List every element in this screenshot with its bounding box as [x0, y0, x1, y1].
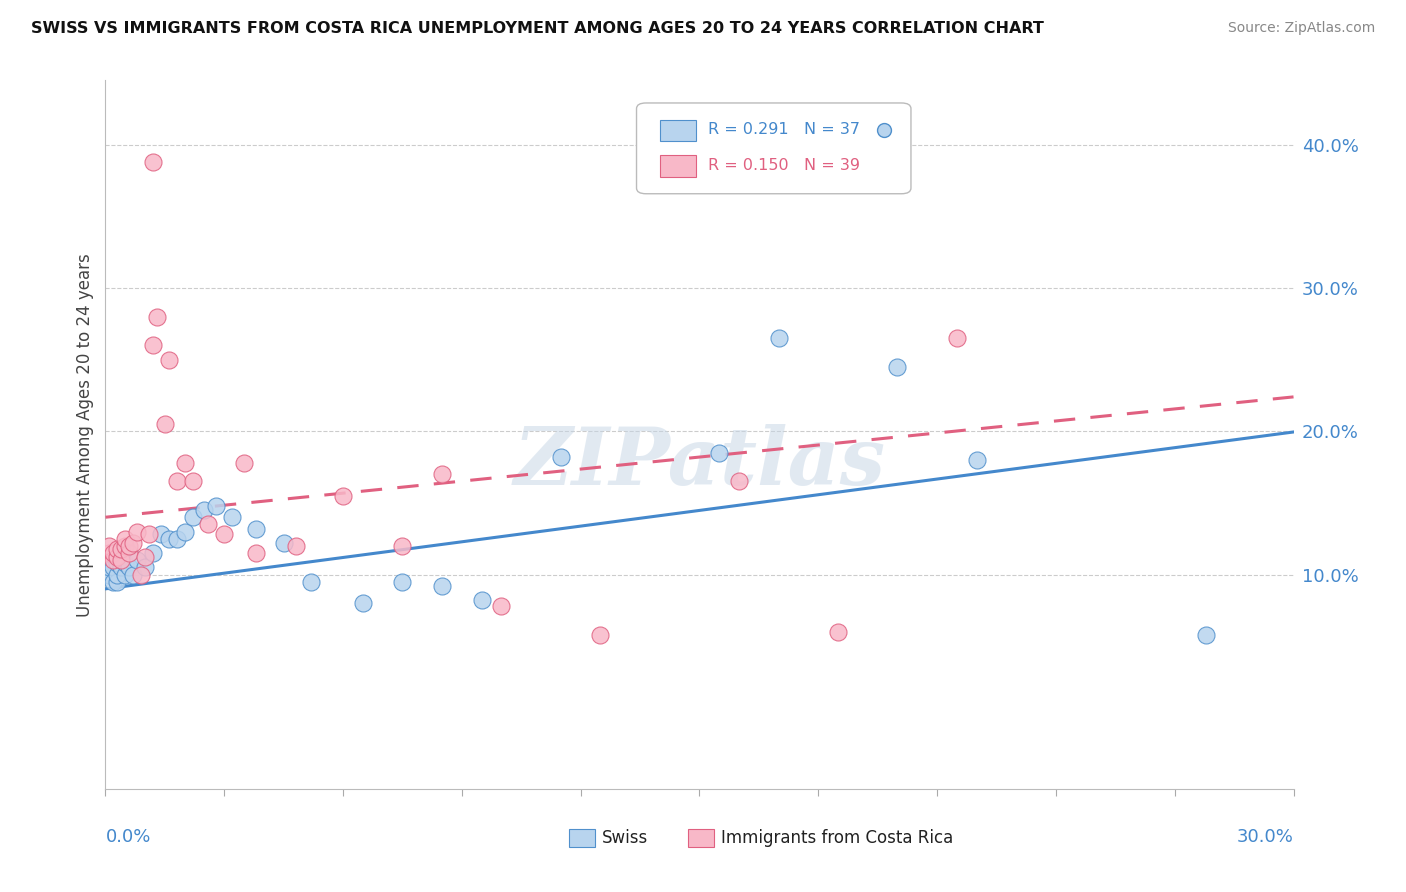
Text: R = 0.291   N = 37: R = 0.291 N = 37: [707, 122, 860, 137]
Point: [966, 453, 988, 467]
Point: [105, 556, 128, 570]
Point: [118, 546, 141, 560]
Point: [391, 574, 413, 589]
Point: [114, 556, 136, 570]
Point: [103, 553, 125, 567]
Point: [127, 524, 149, 539]
Text: 30.0%: 30.0%: [1237, 829, 1294, 847]
Y-axis label: Unemployment Among Ages 20 to 24 years: Unemployment Among Ages 20 to 24 years: [76, 253, 94, 616]
Point: [146, 310, 169, 324]
Point: [98, 546, 121, 560]
Point: [728, 475, 751, 489]
Point: [114, 532, 136, 546]
Point: [245, 546, 267, 560]
Text: 0.0%: 0.0%: [105, 829, 150, 847]
Point: [149, 527, 172, 541]
Point: [98, 539, 121, 553]
Point: [550, 450, 572, 464]
Point: [157, 352, 180, 367]
Point: [273, 536, 295, 550]
Text: R = 0.150   N = 39: R = 0.150 N = 39: [707, 158, 860, 173]
Point: [98, 567, 121, 582]
Point: [491, 599, 513, 613]
Point: [157, 532, 180, 546]
FancyBboxPatch shape: [569, 830, 595, 847]
Point: [142, 546, 165, 560]
Point: [221, 510, 243, 524]
Point: [134, 560, 156, 574]
Point: [946, 331, 969, 345]
Point: [589, 628, 612, 642]
Point: [205, 499, 228, 513]
Point: [105, 567, 128, 582]
Point: [245, 522, 267, 536]
Text: ZIPatlas: ZIPatlas: [513, 425, 886, 502]
Point: [129, 567, 152, 582]
Point: [1195, 628, 1218, 642]
FancyBboxPatch shape: [661, 155, 696, 177]
Text: Source: ZipAtlas.com: Source: ZipAtlas.com: [1227, 21, 1375, 36]
Point: [352, 596, 374, 610]
Point: [118, 560, 141, 574]
FancyBboxPatch shape: [637, 103, 911, 194]
Point: [471, 593, 494, 607]
FancyBboxPatch shape: [688, 830, 714, 847]
Point: [181, 510, 204, 524]
Point: [827, 624, 849, 639]
FancyBboxPatch shape: [661, 120, 696, 141]
Point: [197, 517, 219, 532]
Point: [142, 338, 165, 352]
Point: [105, 574, 128, 589]
Point: [105, 541, 128, 556]
Text: Immigrants from Costa Rica: Immigrants from Costa Rica: [721, 829, 953, 847]
Point: [110, 560, 132, 574]
Point: [430, 579, 453, 593]
Point: [430, 467, 453, 482]
Point: [103, 546, 125, 560]
Point: [173, 524, 195, 539]
Point: [110, 553, 132, 567]
Point: [173, 456, 195, 470]
Point: [181, 475, 204, 489]
Point: [886, 359, 908, 374]
Point: [134, 550, 156, 565]
Point: [114, 567, 136, 582]
Point: [166, 475, 188, 489]
Point: [284, 539, 307, 553]
Point: [138, 527, 160, 541]
Point: [142, 155, 165, 169]
Point: [681, 155, 703, 169]
Point: [122, 567, 145, 582]
Point: [153, 417, 176, 431]
Point: [103, 574, 125, 589]
Point: [110, 550, 132, 565]
Point: [233, 456, 256, 470]
Text: SWISS VS IMMIGRANTS FROM COSTA RICA UNEMPLOYMENT AMONG AGES 20 TO 24 YEARS CORRE: SWISS VS IMMIGRANTS FROM COSTA RICA UNEM…: [31, 21, 1043, 37]
Point: [118, 539, 141, 553]
Point: [299, 574, 322, 589]
Point: [166, 532, 188, 546]
Point: [127, 553, 149, 567]
Text: Swiss: Swiss: [602, 829, 648, 847]
Point: [110, 541, 132, 556]
Point: [122, 536, 145, 550]
Point: [105, 550, 128, 565]
Point: [391, 539, 413, 553]
Point: [768, 331, 790, 345]
Point: [98, 560, 121, 574]
Point: [332, 489, 354, 503]
Point: [103, 560, 125, 574]
Point: [214, 527, 236, 541]
Point: [709, 446, 731, 460]
Point: [193, 503, 215, 517]
Point: [114, 539, 136, 553]
